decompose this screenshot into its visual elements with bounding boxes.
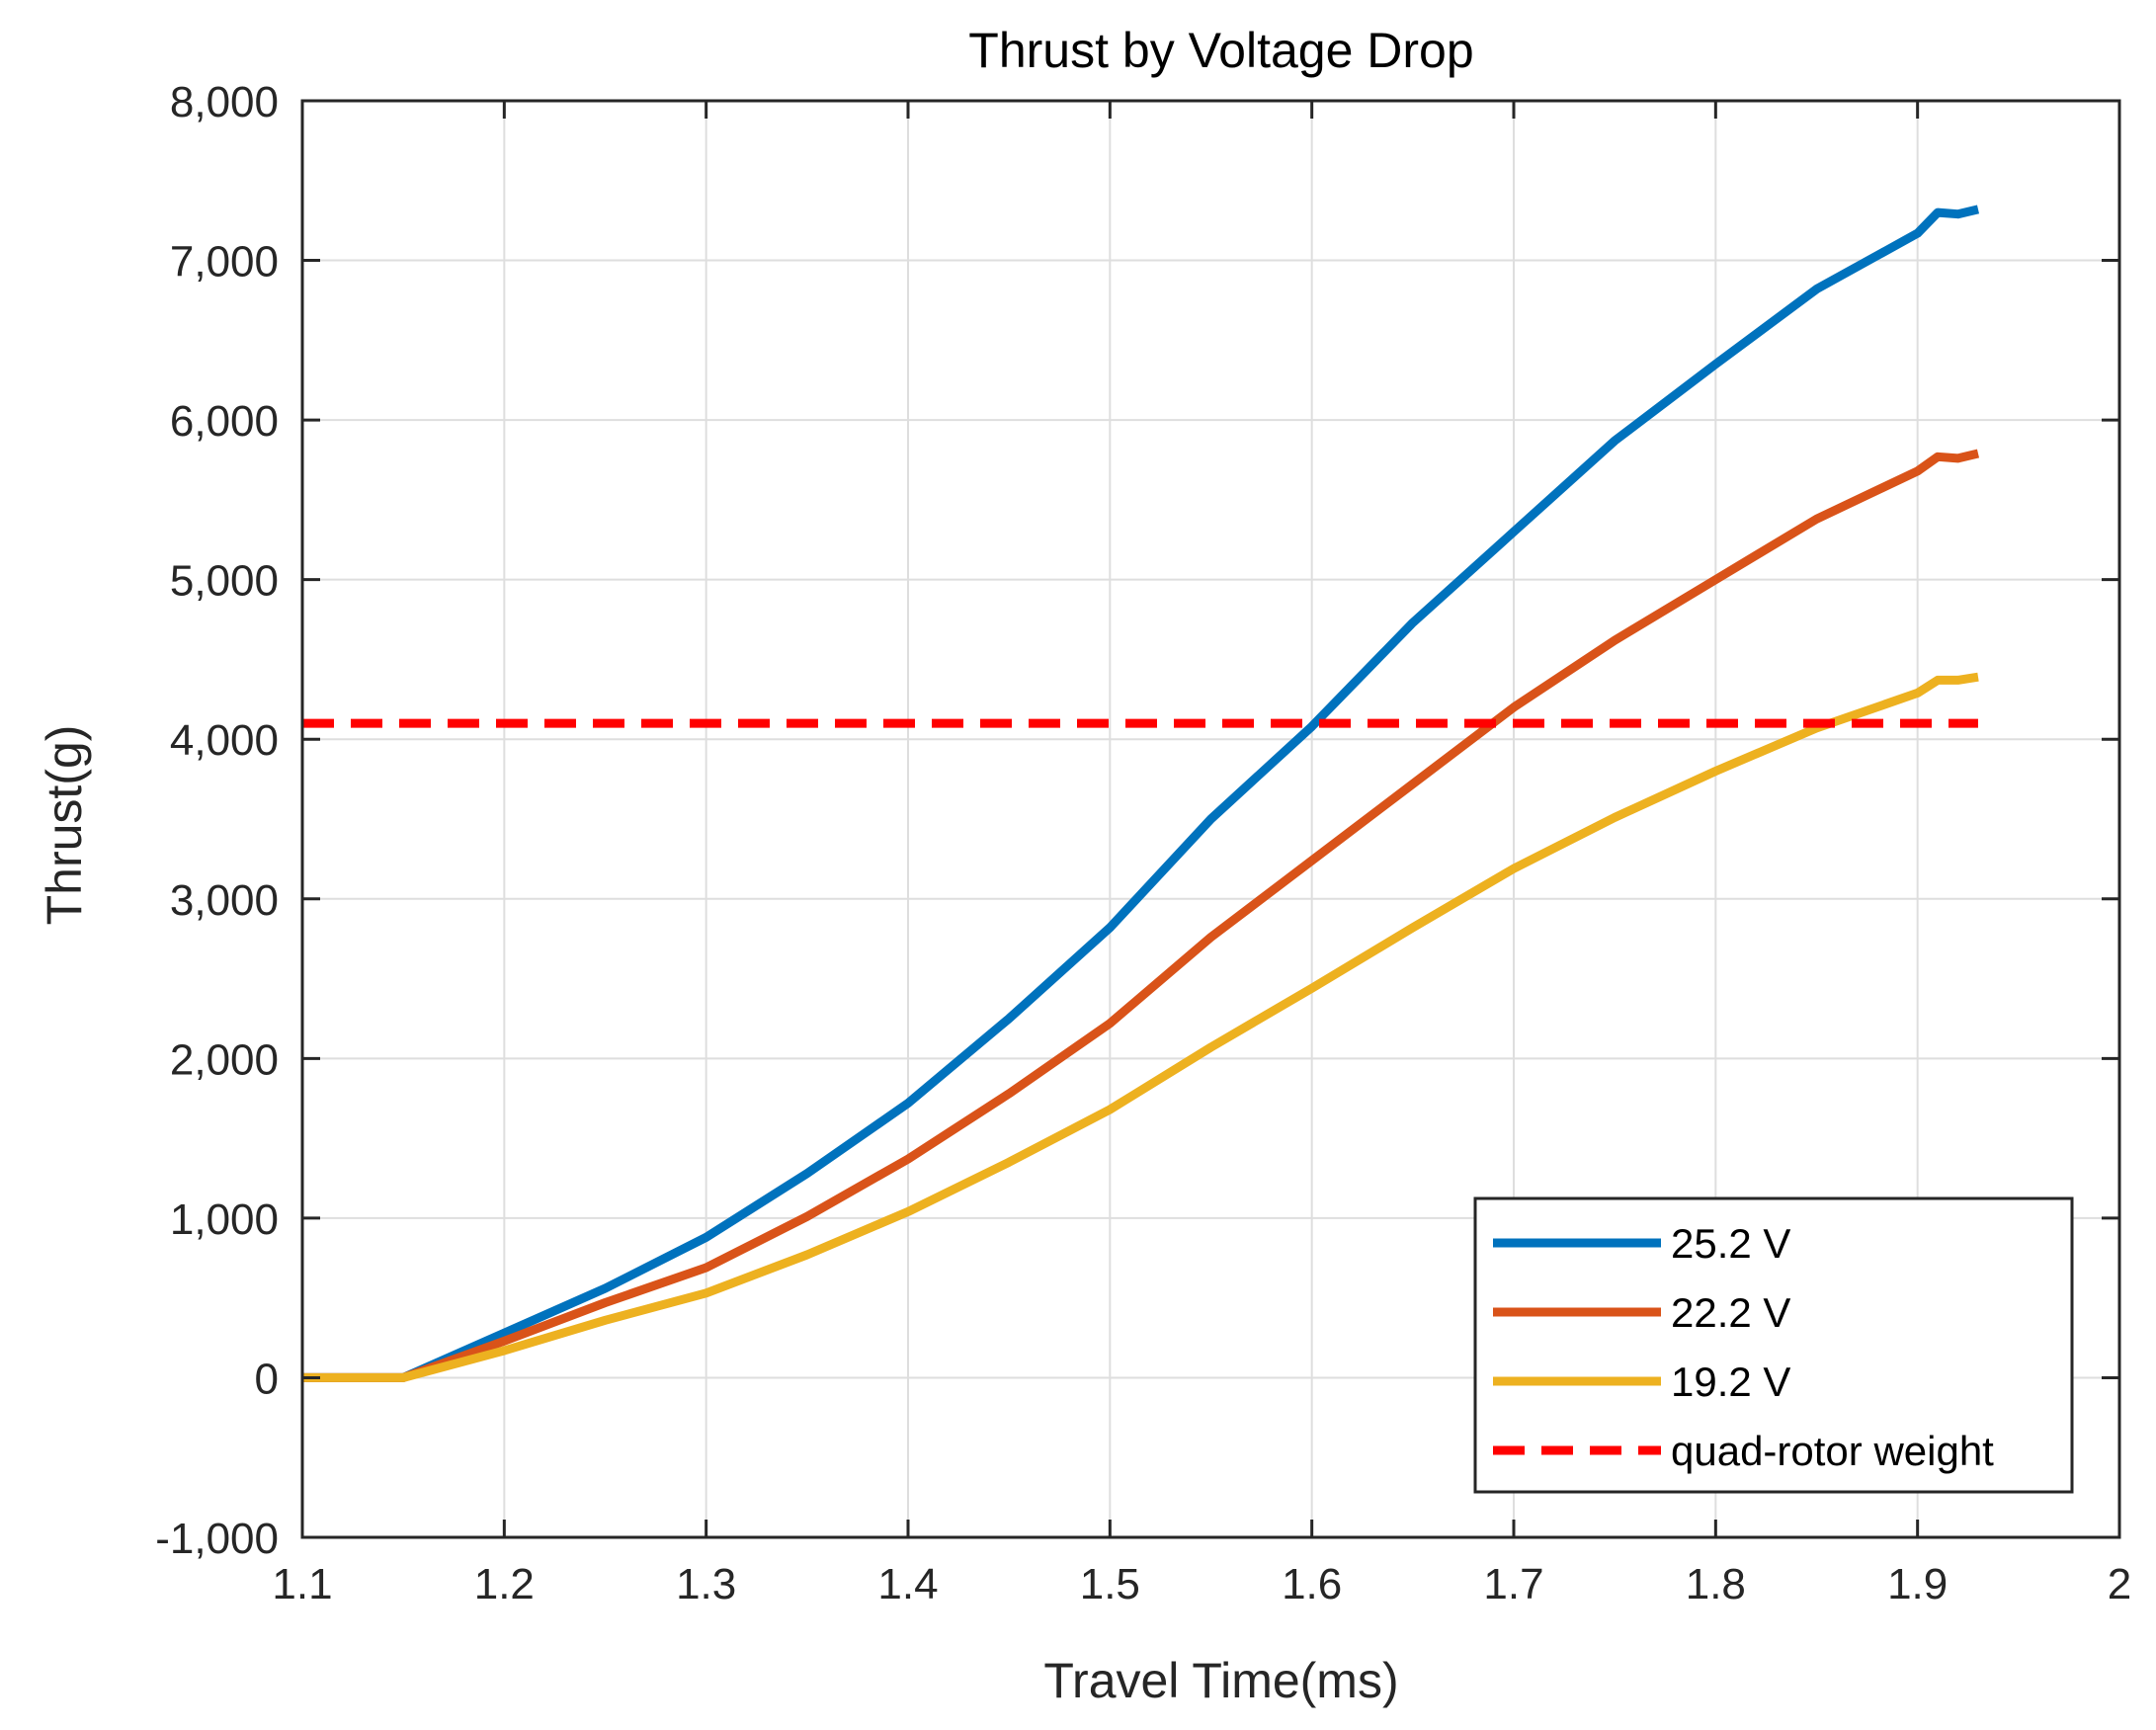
- legend-label-1: 25.2 V: [1671, 1220, 1790, 1267]
- tick-labels: 1.1 1.2 1.3 1.4 1.5 1.6 1.7 1.8 1.9 2 -1,000 0 1,000…: [155, 78, 2131, 1608]
- x-tick-label-6: 1.7: [1483, 1560, 1543, 1608]
- y-tick-label-1: 0: [255, 1355, 279, 1403]
- x-axis-label: Travel Time(ms): [1043, 1653, 1398, 1708]
- y-tick-label-7: 6,000: [170, 397, 279, 446]
- series-line-3: [302, 672, 1979, 1382]
- chart-title: Thrust by Voltage Drop: [968, 23, 1473, 78]
- series-line-1: [302, 205, 1980, 1382]
- x-tick-label-7: 1.8: [1686, 1560, 1746, 1608]
- x-tick-label-8: 1.9: [1887, 1560, 1948, 1608]
- legend-label-2: 22.2 V: [1671, 1289, 1790, 1336]
- y-tick-label-6: 5,000: [170, 557, 279, 606]
- y-axis-label: Thrust(g): [37, 725, 92, 926]
- y-tick-label-9: 8,000: [170, 78, 279, 126]
- y-tick-label-3: 2,000: [170, 1035, 279, 1084]
- legend: 25.2 V 22.2 V 19.2 V quad-rotor weight: [1473, 1196, 2074, 1494]
- legend-label-4: quad-rotor weight: [1671, 1428, 1994, 1474]
- plot-series: [302, 205, 1980, 1382]
- y-tick-label-0: -1,000: [155, 1515, 279, 1563]
- x-tick-label-9: 2: [2108, 1560, 2131, 1608]
- x-tick-label-2: 1.3: [676, 1560, 736, 1608]
- axes-box: [300, 99, 2121, 1539]
- x-tick-label-5: 1.6: [1282, 1560, 1342, 1608]
- y-tick-label-8: 7,000: [170, 238, 279, 287]
- legend-label-3: 19.2 V: [1671, 1359, 1790, 1405]
- series-line-2: [302, 449, 1980, 1382]
- x-tick-label-3: 1.4: [877, 1560, 938, 1608]
- y-tick-label-4: 3,000: [170, 876, 279, 925]
- y-tick-label-2: 1,000: [170, 1195, 279, 1244]
- y-tick-label-5: 4,000: [170, 716, 279, 765]
- axes: [300, 99, 2121, 1539]
- x-tick-label-4: 1.5: [1080, 1560, 1140, 1608]
- x-tick-label-0: 1.1: [272, 1560, 332, 1608]
- x-tick-label-1: 1.2: [474, 1560, 535, 1608]
